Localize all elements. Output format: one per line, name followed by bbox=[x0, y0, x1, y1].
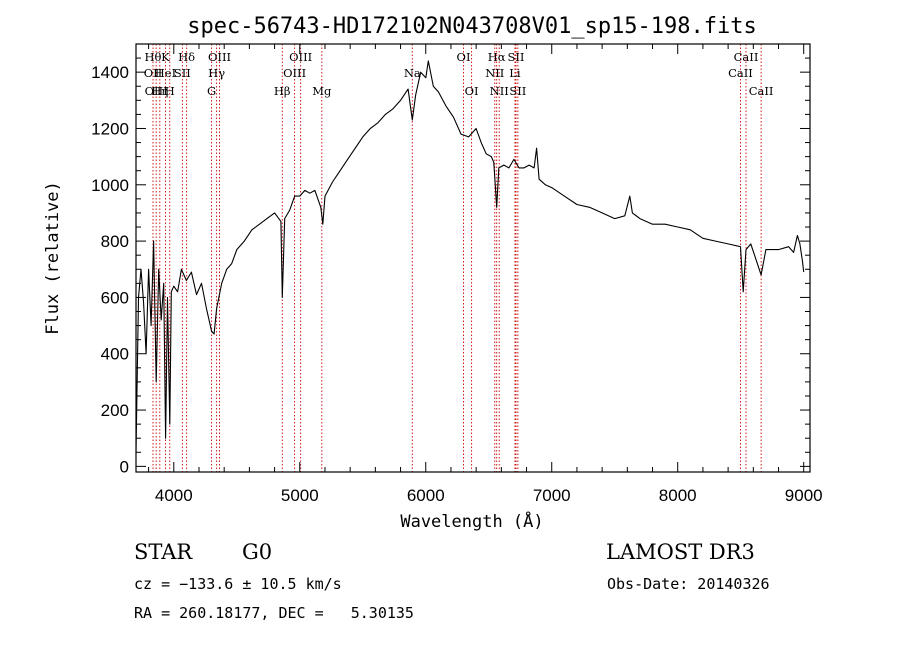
coordinates-text: RA = 260.18177, DEC = 5.30135 bbox=[134, 604, 414, 622]
line-marker-label: NII bbox=[485, 66, 504, 80]
x-tick-label: 4000 bbox=[155, 486, 193, 505]
y-tick-label: 1200 bbox=[91, 119, 129, 138]
line-marker-label: OI bbox=[465, 84, 479, 98]
line-marker-label: OI bbox=[457, 50, 471, 64]
line-marker-label: SII bbox=[174, 66, 191, 80]
redshift-text: cz = −133.6 ± 10.5 km/s bbox=[134, 575, 342, 593]
y-tick-label: 600 bbox=[101, 288, 129, 307]
x-tick-label: 6000 bbox=[407, 486, 445, 505]
line-marker-label: OIII bbox=[145, 84, 168, 98]
y-tick-label: 800 bbox=[101, 232, 129, 251]
axis-ticks: 4000 5000 6000 7000 8000 9000 0 200 400 600 800 100… bbox=[91, 44, 823, 505]
line-marker-label: G bbox=[207, 84, 216, 98]
line-marker-label: SII bbox=[507, 50, 524, 64]
subclass: G0 bbox=[242, 540, 273, 564]
line-marker-label: Mg bbox=[312, 84, 332, 98]
y-tick-label: 1000 bbox=[91, 176, 129, 195]
line-marker-label: CaII bbox=[749, 84, 774, 98]
line-marker-label: Hβ bbox=[274, 84, 291, 98]
line-marker-label: OIII bbox=[208, 50, 231, 64]
survey-name: LAMOST DR3 bbox=[606, 540, 755, 564]
x-tick-label: 7000 bbox=[533, 486, 571, 505]
spectral-line-labels: HθOIIOIIIHηKHeIHSIIHδGHγOIIIHβOIIIOIIIMg… bbox=[144, 50, 774, 98]
line-marker-label: Hα bbox=[488, 50, 506, 64]
spectral-line-markers bbox=[152, 44, 762, 472]
line-marker-label: CaII bbox=[734, 50, 759, 64]
x-tick-label: 9000 bbox=[785, 486, 823, 505]
line-marker-label: CaII bbox=[728, 66, 753, 80]
line-marker-label: OII bbox=[144, 66, 163, 80]
line-marker-label: Na bbox=[404, 66, 421, 80]
y-tick-label: 0 bbox=[120, 457, 129, 476]
line-marker-label: NII bbox=[490, 84, 509, 98]
line-marker-label: Hη bbox=[151, 84, 168, 98]
line-marker-label: K bbox=[161, 50, 170, 64]
obs-date-text: Obs-Date: 20140326 bbox=[607, 575, 770, 593]
line-marker-label: Hγ bbox=[208, 66, 225, 80]
x-tick-label: 8000 bbox=[659, 486, 697, 505]
plot-frame bbox=[135, 43, 811, 473]
y-tick-label: 400 bbox=[101, 345, 129, 364]
chart-title: spec-56743-HD172102N043708V01_sp15-198.f… bbox=[187, 14, 757, 39]
line-marker-label: Hθ bbox=[145, 50, 162, 64]
line-marker-label: OIII bbox=[289, 50, 312, 64]
y-tick-label: 200 bbox=[101, 401, 129, 420]
object-type: STAR bbox=[134, 540, 193, 564]
line-marker-label: H bbox=[165, 84, 175, 98]
line-marker-label: Hδ bbox=[178, 50, 195, 64]
y-tick-label: 1400 bbox=[91, 63, 129, 82]
line-marker-label: HeI bbox=[155, 66, 176, 80]
line-marker-label: Li bbox=[509, 66, 521, 80]
spectrum-series-line bbox=[135, 60, 805, 453]
x-axis-label: Wavelength (Å) bbox=[400, 510, 543, 532]
line-marker-label: SII bbox=[509, 84, 526, 98]
x-tick-label: 5000 bbox=[281, 486, 319, 505]
y-axis-label: Flux (relative) bbox=[43, 181, 63, 335]
line-marker-label: OIII bbox=[283, 66, 306, 80]
